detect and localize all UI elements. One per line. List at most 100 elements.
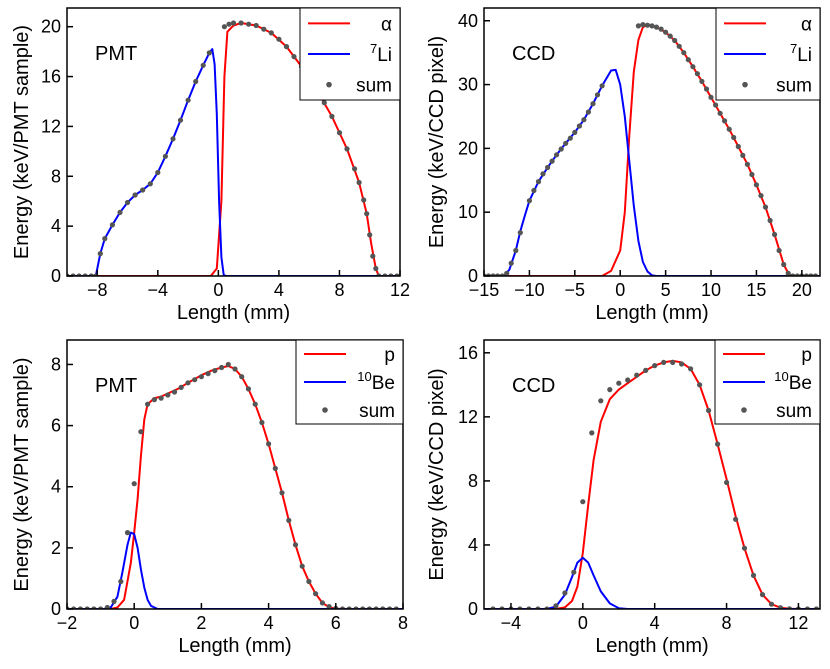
sum-point xyxy=(253,22,259,29)
sum-point xyxy=(226,21,232,27)
y-axis-label: Energy (keV/CCD pixel) xyxy=(426,368,448,580)
x-tick-label: −2 xyxy=(57,613,78,633)
sum-point xyxy=(599,83,605,89)
sum-point xyxy=(735,143,741,150)
sum-point xyxy=(147,181,153,187)
legend-entry-label: p xyxy=(801,345,812,366)
sum-point xyxy=(781,261,787,268)
detector-label: CCD xyxy=(512,43,555,65)
x-tick-label: −8 xyxy=(87,280,108,300)
sum-point xyxy=(549,158,555,164)
sum-point xyxy=(367,232,373,238)
legend-entry-label: sum xyxy=(776,76,812,97)
plot-frame xyxy=(483,339,821,610)
sum-point xyxy=(767,217,773,224)
sum-point xyxy=(759,592,766,598)
x-tick-label: 2 xyxy=(196,613,206,633)
x-tick-label: 12 xyxy=(788,613,808,633)
sum-point xyxy=(762,204,769,210)
series-group xyxy=(484,359,820,609)
sum-point xyxy=(352,166,358,172)
x-tick-label: 0 xyxy=(213,280,223,300)
sum-point xyxy=(572,129,578,135)
sum-point xyxy=(562,590,568,596)
sum-point xyxy=(706,407,712,414)
sum-point xyxy=(118,578,124,585)
sum-point xyxy=(212,368,218,374)
sum-point xyxy=(185,380,191,386)
sum-point xyxy=(576,123,583,129)
sum-point xyxy=(545,164,551,171)
legend-swatch-marker xyxy=(741,407,747,413)
legend-superscript: 10 xyxy=(774,369,788,384)
sum-point xyxy=(685,57,691,63)
legend-base: Li xyxy=(377,45,392,66)
y-tick-label: 0 xyxy=(51,266,61,286)
x-axis-label: Length (mm) xyxy=(595,302,708,324)
sum-point xyxy=(225,361,231,368)
sum-point xyxy=(336,130,343,136)
legend-entry-label: sum xyxy=(359,401,395,422)
x-tick-label: 4 xyxy=(264,613,274,633)
sum-point xyxy=(740,152,746,158)
sum-point xyxy=(535,179,542,185)
y-tick-label: 12 xyxy=(41,116,61,136)
sum-point xyxy=(598,398,604,404)
sum-point xyxy=(124,199,131,206)
sum-point xyxy=(145,401,151,407)
x-tick-label: 0 xyxy=(615,280,625,300)
x-axis-label: Length (mm) xyxy=(595,635,708,657)
x-tick-label: 6 xyxy=(331,613,341,633)
sum-point xyxy=(239,374,245,380)
y-tick-label: 12 xyxy=(458,407,478,427)
sum-point xyxy=(155,169,161,176)
sum-point xyxy=(634,372,640,378)
sum-point xyxy=(272,465,278,471)
chart-panel-tr: −15 −10 −5 0 5 10 15 20 0 10 20 30 40 Length (mm) Ener… xyxy=(426,7,821,324)
sum-point xyxy=(158,395,164,401)
y-tick-label: 8 xyxy=(468,471,478,491)
sum-point xyxy=(715,441,721,447)
sum-point xyxy=(329,113,335,119)
series-line-recoil xyxy=(67,531,403,609)
sum-point xyxy=(758,193,764,199)
chart-panel-tl: −8 −4 0 4 8 12 0 4 8 12 16 20 Length (mm) Energy (keV… xyxy=(11,7,410,324)
sum-point xyxy=(571,569,577,575)
chart-panel-br: −4 0 4 8 12 0 4 8 12 16 Length (mm) Energy (keV/CCD… xyxy=(426,339,821,657)
x-tick-label: −15 xyxy=(469,280,500,300)
sum-point xyxy=(724,479,730,486)
sum-point xyxy=(567,135,573,141)
sum-point xyxy=(644,22,651,28)
y-tick-label: 16 xyxy=(41,67,61,87)
detector-label: PMT xyxy=(95,375,137,397)
sum-point xyxy=(690,64,696,70)
legend-swatch-marker xyxy=(322,407,328,413)
sum-point xyxy=(772,231,778,238)
sum-point xyxy=(205,371,211,377)
sum-point xyxy=(192,377,198,383)
sum-point xyxy=(531,187,537,194)
plot-frame xyxy=(483,7,821,277)
sum-point xyxy=(585,109,592,115)
sum-point xyxy=(785,270,791,276)
sum-point xyxy=(594,92,601,98)
sum-point xyxy=(526,198,533,204)
sum-point xyxy=(206,50,212,56)
sum-point xyxy=(625,377,631,383)
y-tick-label: 6 xyxy=(51,416,61,436)
sum-point xyxy=(373,265,379,272)
sum-point xyxy=(124,530,131,536)
y-tick-label: 4 xyxy=(468,535,478,555)
sum-point xyxy=(292,542,299,548)
y-tick-label: 40 xyxy=(458,11,478,31)
legend-base: Be xyxy=(372,373,395,394)
sum-point xyxy=(517,230,523,236)
sum-point xyxy=(563,140,569,146)
sum-point xyxy=(670,359,676,365)
sum-point xyxy=(291,54,297,60)
sum-point xyxy=(306,578,312,585)
sum-point xyxy=(504,270,510,276)
sum-point xyxy=(649,23,655,29)
x-tick-label: 0 xyxy=(578,613,588,633)
